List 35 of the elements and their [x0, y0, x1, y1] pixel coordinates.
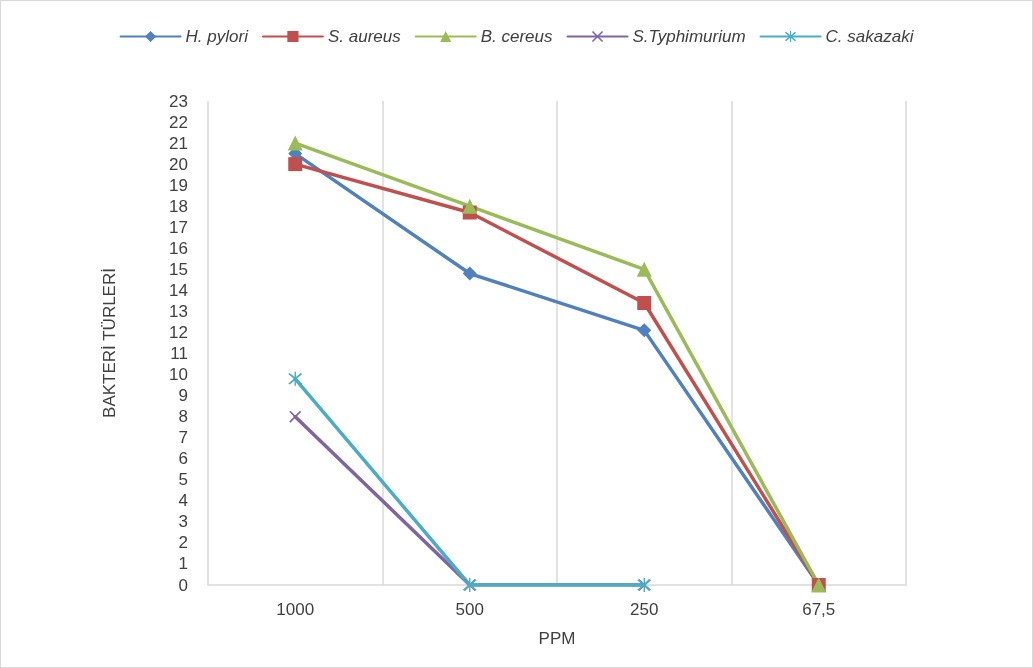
- y-tick-label: 19: [169, 175, 188, 195]
- y-tick-label: 4: [178, 491, 188, 511]
- y-tick-label: 13: [169, 301, 188, 321]
- legend-label: C. sakazaki: [825, 27, 915, 46]
- y-tick-label: 6: [178, 449, 188, 469]
- y-tick-label: 22: [169, 112, 188, 132]
- y-tick-label: 7: [178, 428, 188, 448]
- y-tick-label: 11: [170, 344, 188, 364]
- legend-label: S. aureus: [327, 27, 402, 46]
- y-tick-label: 9: [178, 386, 188, 406]
- y-tick-label: 14: [169, 280, 188, 300]
- x-tick-label: 67,5: [802, 600, 836, 619]
- legend-label: B. cereus: [480, 27, 554, 46]
- x-tick-label: 500: [455, 600, 484, 619]
- y-tick-label: 0: [178, 575, 188, 595]
- y-tick-label: 12: [169, 322, 188, 342]
- y-tick-label: 18: [169, 196, 188, 216]
- x-axis-title: PPM: [538, 629, 576, 648]
- y-tick-label: 2: [178, 533, 188, 553]
- y-tick-label: 23: [169, 91, 188, 111]
- y-tick-label: 10: [169, 365, 188, 385]
- x-tick-label: 250: [630, 600, 659, 619]
- y-axis-title: BAKTERİ TÜRLERİ: [100, 268, 119, 418]
- y-tick-label: 15: [169, 259, 188, 279]
- y-tick-label: 5: [178, 470, 188, 490]
- y-tick-label: 21: [169, 133, 188, 153]
- legend-label: S.Typhimurium: [632, 27, 746, 46]
- y-tick-label: 3: [178, 512, 188, 532]
- y-tick-label: 20: [169, 154, 188, 174]
- y-tick-label: 17: [169, 217, 188, 237]
- legend-label: H. pylori: [185, 27, 250, 46]
- y-tick-label: 8: [178, 407, 188, 427]
- x-tick-label: 1000: [276, 600, 315, 619]
- y-tick-label: 16: [169, 238, 188, 258]
- y-tick-label: 1: [178, 554, 188, 574]
